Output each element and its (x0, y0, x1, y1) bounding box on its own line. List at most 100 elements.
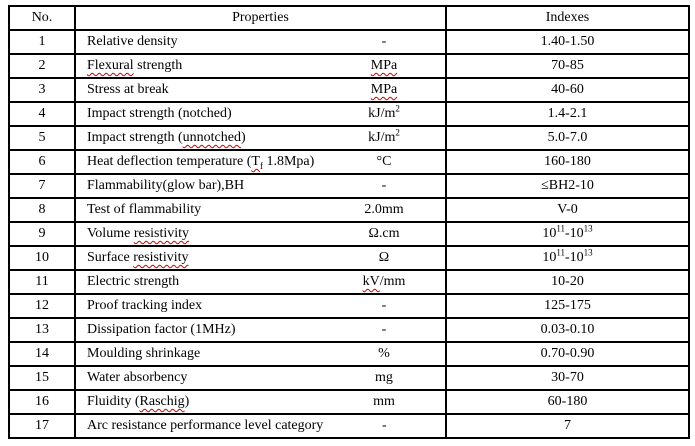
text-segment: °C (376, 154, 392, 169)
text-segment: - (381, 418, 387, 433)
text-segment: mm (373, 394, 395, 409)
properties-table: No. Properties Indexes 1 Relative density… (8, 5, 690, 439)
index-cell: 40-60 (445, 77, 690, 103)
index-cell: 5.0-7.0 (445, 125, 690, 151)
table-row: 1 Relative density - 1.40-1.50 (8, 29, 690, 55)
property-cell: Impact strength (notched) kJ/m2 (74, 101, 447, 127)
text-segment: -10 (565, 250, 584, 265)
table-row: 3 Stress at break MPa 40-60 (8, 77, 690, 103)
property-row-content: Test of flammability 2.0mm (77, 202, 444, 218)
property-row-content: Relative density - (77, 34, 444, 50)
property-unit: - (323, 178, 444, 194)
text-segment: 0.03-0.10 (540, 322, 595, 337)
text-segment: Arc resistance performance level categor… (87, 418, 324, 433)
index-cell: 70-85 (445, 53, 690, 79)
property-cell: Proof tracking index - (74, 293, 447, 319)
property-unit: MPa (323, 82, 444, 98)
property-unit: - (323, 34, 444, 50)
index-cell: 60-180 (445, 389, 690, 415)
property-row-content: Fluidity (Raschig) mm (77, 394, 444, 410)
property-name: Test of flammability (77, 202, 323, 218)
table-body: 1 Relative density -1.40-1.50 2 Flexural str… (8, 29, 690, 439)
property-name: Flexural strength (77, 58, 323, 74)
property-unit: mg (323, 370, 444, 386)
property-name: Arc resistance performance level categor… (77, 418, 324, 434)
table-row: 2 Flexural strength MPa 70-85 (8, 53, 690, 79)
text-segment: 11 (556, 247, 565, 258)
text-segment: MPa (370, 58, 398, 73)
property-row-content: Impact strength (notched) kJ/m2 (77, 104, 444, 122)
row-number-cell: 13 (8, 317, 76, 343)
text-segment: f (259, 160, 263, 171)
text-segment: 160-180 (544, 154, 591, 169)
header-no: No. (8, 5, 76, 31)
text-segment: 10 (542, 226, 557, 241)
text-segment: 125-175 (544, 298, 591, 313)
table-row: 11 Electric strength kV/mm 10-20 (8, 269, 690, 295)
text-segment: Dissipation factor (1MHz) (87, 322, 236, 337)
table-row: 14 Moulding shrinkage% 0.70-0.90 (8, 341, 690, 367)
row-number-cell: 3 (8, 77, 76, 103)
property-name: Impact strength (unnotched) (77, 130, 323, 146)
property-name: Moulding shrinkage (77, 346, 323, 362)
text-segment: Impact strength (notched) (87, 106, 232, 121)
property-name: Volume resistivity (77, 226, 323, 242)
row-number-cell: 15 (8, 365, 76, 391)
text-segment: 2 (395, 127, 400, 138)
property-name: Dissipation factor (1MHz) (77, 322, 323, 338)
text-segment: Fluidity ( (87, 394, 140, 409)
text-segment: 2.0mm (364, 202, 404, 217)
index-cell: 1.4-2.1 (445, 101, 690, 127)
text-segment: MPa (370, 82, 398, 97)
property-name: Proof tracking index (77, 298, 323, 314)
property-row-content: Surface resistivity Ω (77, 250, 444, 266)
text-segment: - (381, 298, 387, 313)
property-unit: % (323, 346, 444, 362)
property-unit: 2.0mm (323, 202, 444, 218)
text-segment: ) (240, 130, 246, 145)
row-number-cell: 4 (8, 101, 76, 127)
index-cell: 1011-1013 (445, 221, 690, 247)
text-segment: /mm (379, 274, 406, 289)
property-unit: °C (323, 154, 444, 170)
property-name: Relative density (77, 34, 323, 50)
property-cell: Stress at break MPa (74, 77, 447, 103)
text-segment: ≤BH2-10 (541, 178, 594, 193)
text-segment: 5.0-7.0 (547, 130, 588, 145)
row-number-cell: 14 (8, 341, 76, 367)
text-segment: 60-180 (547, 394, 588, 409)
row-number-cell: 16 (8, 389, 76, 415)
table-row: 6 Heat deflection temperature (Tf 1.8Mpa)… (8, 149, 690, 175)
text-segment: mg (375, 370, 393, 385)
index-cell: 0.70-0.90 (445, 341, 690, 367)
property-row-content: Moulding shrinkage% (77, 346, 444, 362)
property-name: Heat deflection temperature (Tf 1.8Mpa) (77, 154, 323, 171)
index-cell: 7 (445, 413, 690, 439)
row-number-cell: 11 (8, 269, 76, 295)
table-row: 9 Volume resistivity Ω.cm 1011-1013 (8, 221, 690, 247)
text-segment: Raschig (139, 394, 185, 409)
table-row: 17 Arc resistance performance level categ… (8, 413, 690, 439)
property-name: Flammability(glow bar),BH (77, 178, 323, 194)
index-cell: 1011-1013 (445, 245, 690, 271)
property-row-content: Flexural strength MPa (77, 58, 444, 74)
text-segment: Volume (87, 226, 134, 241)
text-segment: % (378, 346, 390, 361)
text-segment: 1.40-1.50 (540, 34, 595, 49)
property-cell: Arc resistance performance level categor… (74, 413, 447, 439)
text-segment: Relative density (87, 34, 178, 49)
text-segment: 13 (583, 223, 593, 234)
property-unit: kJ/m2 (323, 104, 444, 122)
property-row-content: Impact strength (unnotched) kJ/m2 (77, 127, 444, 146)
property-unit: MPa (323, 58, 444, 74)
index-cell: 1.40-1.50 (445, 29, 690, 55)
text-segment: Impact strength ( (87, 130, 183, 145)
property-name: Water absorbency (77, 370, 323, 386)
property-cell: Dissipation factor (1MHz) - (74, 317, 447, 343)
row-number-cell: 7 (8, 173, 76, 199)
property-unit: Ω (323, 250, 444, 266)
property-cell: Test of flammability 2.0mm (74, 197, 447, 223)
property-cell: Relative density - (74, 29, 447, 55)
property-row-content: Arc resistance performance level categor… (77, 418, 444, 434)
property-row-content: Heat deflection temperature (Tf 1.8Mpa) °… (77, 154, 444, 171)
